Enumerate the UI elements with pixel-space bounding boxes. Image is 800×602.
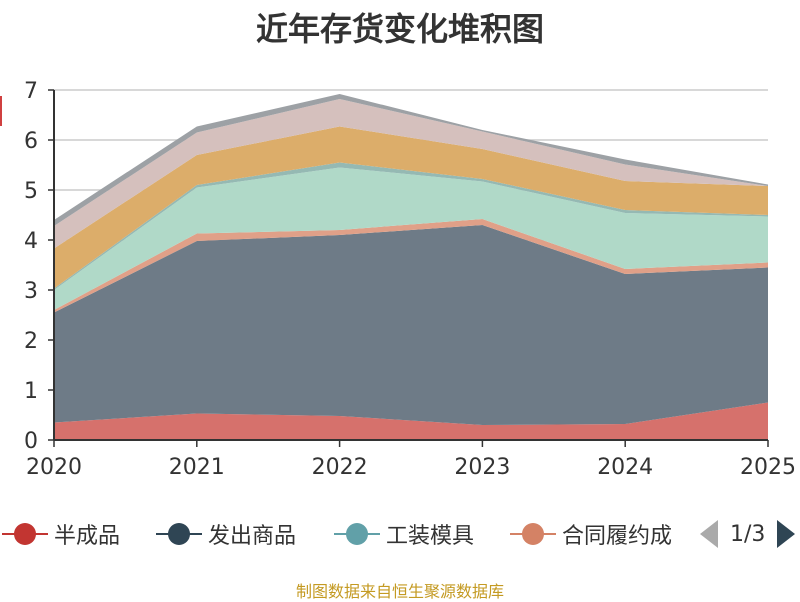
y-tick-label: 7 [24,79,38,104]
x-tick-label: 2023 [454,455,510,480]
source-note: 制图数据来自恒生聚源数据库 [295,582,504,601]
legend-items: 半成品 发出商品 工装模具 合同履约成 [0,516,686,552]
legend-marker-icon [2,516,48,552]
area-series-1 [54,402,768,440]
y-tick-label: 5 [24,179,38,204]
x-tick-label: 2025 [740,455,796,480]
y-tick-label: 4 [24,229,38,254]
y-tick-label: 0 [24,429,38,454]
legend-next-page-icon[interactable] [777,520,796,548]
legend-item[interactable]: 发出商品 [156,516,296,552]
y-tick-label: 6 [24,129,38,154]
axes: 0 1 2 3 4 5 6 7 2020 2021 2022 2023 2024 2025 [24,79,796,480]
legend-marker-icon [510,516,556,552]
x-tick-label: 2021 [169,455,225,480]
area-series-7 [54,99,768,249]
legend-item[interactable]: 半成品 [2,516,120,552]
legend-label: 工装模具 [386,524,475,549]
x-tick-label: 2022 [312,455,368,480]
y-tick-label: 1 [24,379,38,404]
legend-label: 合同履约成 [562,524,673,549]
y-tick-label: 3 [24,279,38,304]
legend-marker-icon [156,516,202,552]
x-tick-label: 2024 [597,455,653,480]
legend-label: 半成品 [54,524,121,549]
x-tick-label: 2020 [26,455,82,480]
y-axis-unit-fragment [0,96,4,136]
y-tick-label: 2 [24,329,38,354]
area-series-4 [54,167,768,310]
legend-pager: 1/3 [700,516,796,552]
chart-title: 近年存货变化堆积图 [255,10,544,48]
legend-page-indicator: 1/3 [730,521,766,547]
legend-item[interactable]: 工装模具 [334,516,474,552]
area-series-8 [54,94,768,226]
area-series [54,94,768,440]
area-series-6 [54,126,768,289]
legend-marker-icon [334,516,380,552]
legend-label: 发出商品 [208,524,297,549]
legend: 半成品 发出商品 工装模具 合同履约成 1/3 [0,516,800,552]
area-series-2 [54,225,768,425]
legend-prev-page-icon[interactable] [700,520,718,548]
legend-item[interactable]: 合同履约成 [510,516,672,552]
